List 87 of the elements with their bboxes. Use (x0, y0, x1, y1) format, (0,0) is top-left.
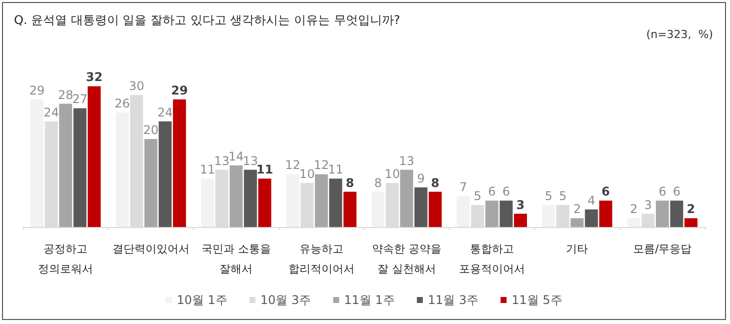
bar (88, 86, 101, 227)
bar (400, 170, 414, 227)
data-label: 2 (630, 202, 638, 216)
data-label: 20 (143, 123, 159, 137)
data-label: 13 (242, 154, 258, 168)
data-label: 5 (559, 189, 567, 203)
bar (258, 178, 272, 227)
data-label: 29 (171, 83, 188, 98)
data-label: 24 (44, 105, 59, 120)
data-label: 10 (299, 167, 315, 181)
x-tick-label: 유능하고 합리적이어서 (288, 242, 354, 276)
bar (670, 200, 684, 227)
data-label: 10 (384, 167, 400, 181)
bar (73, 108, 86, 227)
data-label: 6 (602, 184, 610, 199)
bar (456, 196, 470, 227)
bar (30, 99, 44, 227)
x-tick-label: 약속한 공약을 잘 실천해서 (372, 242, 442, 276)
legend-label: 11월 5주 (512, 293, 562, 307)
data-label: 11 (256, 162, 274, 177)
bar (485, 200, 498, 227)
data-label: 3 (644, 198, 652, 212)
data-label: 30 (128, 79, 144, 93)
data-label: 6 (502, 184, 510, 199)
data-label: 27 (72, 92, 88, 106)
bar (286, 174, 300, 227)
data-label: 2 (686, 202, 696, 216)
data-label: 13 (214, 154, 230, 168)
data-label: 5 (474, 189, 482, 203)
legend-label: 11월 3주 (428, 293, 479, 307)
bar (684, 218, 698, 227)
x-tick-label: 통합하고 포용적이어서 (458, 242, 525, 276)
data-label: 3 (516, 198, 525, 212)
data-label: 26 (114, 96, 130, 111)
data-label: 2 (573, 202, 581, 216)
x-tick-label: 결단력이있어서 (112, 242, 190, 256)
bar (542, 205, 556, 227)
bar (116, 112, 129, 227)
bar (230, 165, 243, 227)
data-label: 12 (285, 158, 300, 172)
legend-label: 10월 1주 (176, 293, 228, 307)
chart-title: Q. 윤석열 대통령이 일을 잘하고 있다고 생각하시는 이유는 무엇입니까? (14, 13, 400, 27)
data-label: 32 (86, 70, 103, 84)
data-label: 7 (459, 180, 468, 194)
data-label: 13 (398, 154, 414, 168)
data-label: 9 (417, 171, 425, 186)
data-label: 8 (346, 176, 354, 190)
x-tick-label: 공정하고 정의로워서 (38, 242, 94, 276)
bar (314, 174, 328, 227)
bar (599, 200, 612, 227)
data-label: 6 (488, 184, 496, 199)
bar (343, 192, 356, 227)
bar (144, 139, 158, 227)
data-label: 29 (29, 83, 45, 98)
data-label: 24 (158, 105, 173, 120)
data-label: 4 (588, 193, 596, 208)
bar (244, 170, 257, 227)
data-label: 11 (328, 162, 344, 177)
bar (656, 200, 669, 227)
legend-label: 10월 3주 (260, 293, 312, 307)
x-tick-label: 국민과 소통을 잘해서 (201, 242, 271, 276)
text: (n=323, %) (646, 28, 714, 41)
bar (59, 104, 72, 227)
bar (329, 178, 342, 227)
bar (201, 178, 214, 227)
data-label: 14 (228, 149, 244, 164)
data-label: 8 (431, 176, 440, 190)
bar (570, 218, 584, 227)
bar (514, 214, 527, 227)
bar (372, 192, 385, 227)
data-label: 28 (58, 88, 74, 102)
bar (584, 209, 598, 227)
data-label: 6 (658, 184, 666, 199)
bar (500, 200, 513, 227)
x-tick-label: 기타 (566, 242, 588, 256)
bar (627, 218, 640, 227)
x-tick-label: 모름/무응답 (633, 242, 692, 256)
bar (158, 121, 172, 227)
data-label: 12 (314, 158, 330, 172)
legend-label: 11월 1주 (344, 293, 395, 307)
bar (172, 99, 186, 227)
data-label: 11 (200, 162, 216, 177)
data-label: 5 (544, 189, 552, 203)
bar (414, 187, 428, 227)
data-label: 6 (672, 184, 680, 199)
data-label: 8 (374, 176, 382, 190)
bar (428, 192, 442, 227)
